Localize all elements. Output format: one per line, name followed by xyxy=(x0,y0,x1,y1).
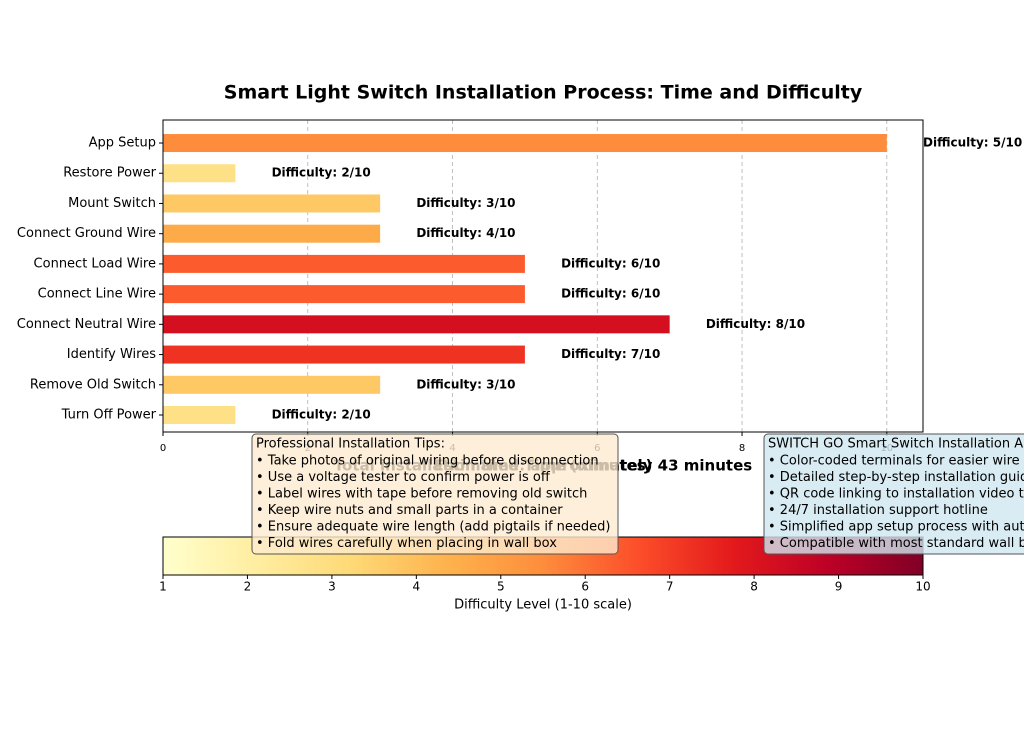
features-item: • Simplified app setup process with auto… xyxy=(768,520,1024,535)
features-item: • Compatible with most standard wall box… xyxy=(768,536,1024,551)
x-tick-label: 8 xyxy=(739,443,745,454)
features-box xyxy=(763,433,1024,555)
chart-title: Smart Light Switch Installation Process:… xyxy=(224,82,863,104)
bar xyxy=(163,164,236,183)
y-tick-label: Connect Load Wire xyxy=(34,256,156,271)
bar xyxy=(163,285,525,304)
tips-item: • Ensure adequate wire length (add pigta… xyxy=(256,520,610,535)
difficulty-label: Difficulty: 6/10 xyxy=(561,256,660,270)
difficulty-label: Difficulty: 8/10 xyxy=(706,317,805,331)
colorbar-label: Difficulty Level (1-10 scale) xyxy=(454,598,632,613)
plot-frame xyxy=(162,119,924,433)
y-tick-label: Connect Neutral Wire xyxy=(17,317,156,332)
difficulty-label: Difficulty: 2/10 xyxy=(272,408,371,422)
x-tick-label: 0 xyxy=(160,443,166,454)
tips-item: • Use a voltage tester to confirm power … xyxy=(256,470,551,485)
features-item: • QR code linking to installation video … xyxy=(768,487,1024,502)
tips-item: • Fold wires carefully when placing in w… xyxy=(256,536,557,551)
difficulty-label: Difficulty: 4/10 xyxy=(416,226,515,240)
features-item: • Detailed step-by-step installation gui… xyxy=(768,470,1024,485)
tips-box xyxy=(251,433,619,555)
difficulty-label: Difficulty: 2/10 xyxy=(272,166,371,180)
tips-item: • Keep wire nuts and small parts in a co… xyxy=(256,503,563,518)
features-item: • Color-coded terminals for easier wire … xyxy=(768,454,1024,469)
bar xyxy=(163,194,381,213)
bar xyxy=(163,315,670,334)
y-tick-label: Restore Power xyxy=(63,166,156,181)
y-tick-label: Mount Switch xyxy=(68,196,156,211)
tips-title: Professional Installation Tips: xyxy=(256,437,445,452)
difficulty-label: Difficulty: 7/10 xyxy=(561,347,660,361)
colorbar-tick-label: 3 xyxy=(328,580,336,594)
y-tick-label: Identify Wires xyxy=(67,347,156,362)
colorbar-tick-label: 1 xyxy=(159,580,167,594)
colorbar-tick-label: 6 xyxy=(581,580,589,594)
bar xyxy=(163,375,381,394)
colorbar-tick-label: 10 xyxy=(915,580,930,594)
tips-item: • Label wires with tape before removing … xyxy=(256,487,587,502)
y-tick-label: Turn Off Power xyxy=(61,408,157,423)
colorbar-tick-label: 4 xyxy=(413,580,421,594)
difficulty-label: Difficulty: 3/10 xyxy=(416,196,515,210)
features-item: • 24/7 installation support hotline xyxy=(768,503,988,518)
features-title: SWITCH GO Smart Switch Installation Aids… xyxy=(768,437,1024,452)
bar xyxy=(163,224,381,243)
difficulty-label: Difficulty: 3/10 xyxy=(416,377,515,391)
bar xyxy=(163,134,887,153)
bar xyxy=(163,345,525,364)
difficulty-label: Difficulty: 5/10 xyxy=(923,136,1022,150)
colorbar-tick-label: 2 xyxy=(244,580,252,594)
colorbar-tick-label: 5 xyxy=(497,580,505,594)
colorbar-tick-label: 8 xyxy=(750,580,758,594)
y-tick-label: App Setup xyxy=(89,136,156,151)
bar xyxy=(163,254,525,273)
tips-item: • Take photos of original wiring before … xyxy=(256,454,599,469)
bar xyxy=(163,406,236,424)
y-tick-label: Connect Line Wire xyxy=(38,287,156,302)
y-tick-label: Remove Old Switch xyxy=(30,377,156,392)
y-tick-label: Connect Ground Wire xyxy=(17,226,156,241)
colorbar-tick-label: 9 xyxy=(835,580,843,594)
colorbar-tick-label: 7 xyxy=(666,580,674,594)
difficulty-label: Difficulty: 6/10 xyxy=(561,287,660,301)
